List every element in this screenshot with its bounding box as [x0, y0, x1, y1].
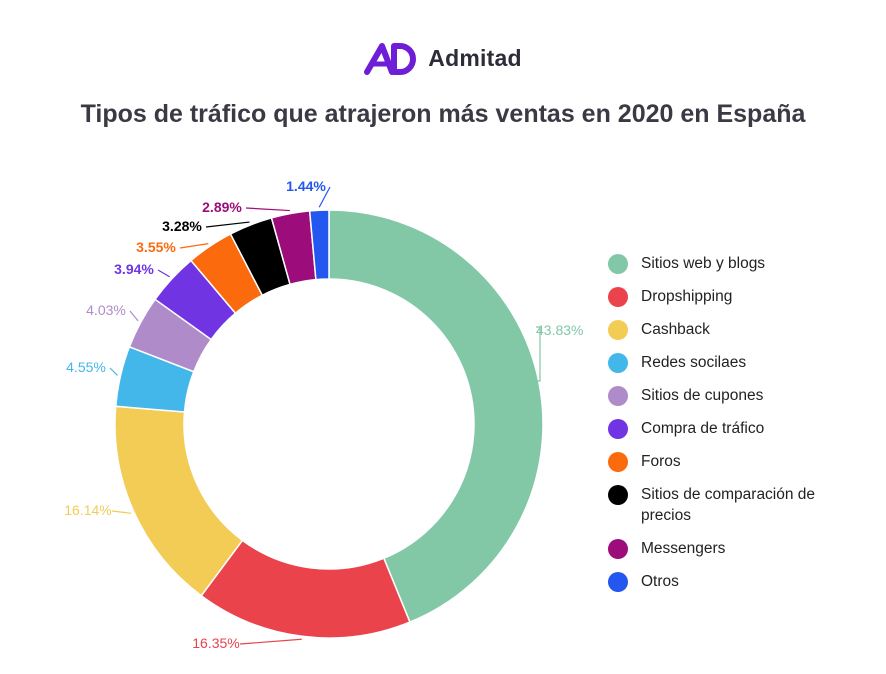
legend-label: Otros — [641, 573, 679, 590]
legend-label: Foros — [641, 453, 681, 470]
legend-item: Foros — [608, 451, 878, 472]
legend-item: Otros — [608, 571, 878, 592]
legend-item: Dropshipping — [608, 286, 878, 307]
leader-line — [111, 510, 132, 514]
legend-swatch — [608, 539, 628, 559]
brand-header: Admitad — [0, 40, 886, 76]
leader-line — [109, 367, 118, 376]
leader-line — [129, 310, 139, 322]
leader-lines — [109, 186, 541, 645]
slice-value-label: 3.28% — [162, 218, 202, 234]
slice-value-label: 3.94% — [114, 261, 154, 277]
legend-swatch — [608, 485, 628, 505]
slice-value-label: 3.55% — [136, 239, 176, 255]
legend-swatch — [608, 452, 628, 472]
slice-value-label: 16.14% — [64, 502, 111, 518]
legend-swatch — [608, 287, 628, 307]
legend-label: Cashback — [641, 321, 710, 338]
legend-label: Redes socilaes — [641, 354, 747, 371]
legend-item: Sitios de cupones — [608, 385, 878, 406]
slice-value-label: 4.55% — [66, 359, 106, 375]
legend-label: Messengers — [641, 540, 726, 557]
legend-item: Messengers — [608, 538, 878, 559]
chart-legend: Sitios web y blogs Dropshipping Cashback Re… — [608, 253, 878, 604]
leader-line — [157, 269, 170, 278]
legend-item: Redes socilaes — [608, 352, 878, 373]
legend-item: Sitios de comparación de precios — [608, 484, 878, 526]
slice-value-label: 43.83% — [536, 322, 583, 338]
slice-value-label: 16.35% — [192, 635, 239, 651]
leader-line — [205, 221, 250, 228]
leader-line — [245, 207, 290, 212]
leader-line — [318, 186, 331, 208]
legend-swatch — [608, 353, 628, 373]
slice-value-label: 4.03% — [86, 302, 126, 318]
legend-label: Sitios de comparación de precios — [641, 486, 816, 524]
admitad-logo-icon — [364, 43, 417, 75]
slice-dropshipping — [200, 539, 411, 639]
legend-swatch — [608, 419, 628, 439]
legend-item: Sitios web y blogs — [608, 253, 878, 274]
legend-swatch — [608, 572, 628, 592]
legend-swatch — [608, 254, 628, 274]
legend-swatch — [608, 386, 628, 406]
slice-sitios-web-y-blogs — [328, 209, 544, 624]
slice-value-label: 1.44% — [286, 178, 326, 194]
legend-label: Dropshipping — [641, 288, 733, 305]
slice-value-label: 2.89% — [202, 199, 242, 215]
slices — [114, 209, 544, 639]
legend-label: Sitios web y blogs — [641, 255, 766, 272]
leader-line — [239, 638, 302, 645]
slice-cashback — [114, 405, 244, 597]
slice-otros — [308, 209, 330, 281]
leader-line — [536, 326, 541, 382]
brand-name: Admitad — [428, 44, 522, 71]
legend-item: Cashback — [608, 319, 878, 340]
slice-labels: 43.83% 16.35% 16.14% 4.55% 4.03% 3.94% 3.55% 3.… — [64, 178, 583, 651]
legend-label: Compra de tráfico — [641, 420, 765, 437]
legend-swatch — [608, 320, 628, 340]
legend-item: Compra de tráfico — [608, 418, 878, 439]
legend-label: Sitios de cupones — [641, 387, 764, 404]
chart-title: Tipos de tráfico que atrajeron más venta… — [80, 100, 806, 128]
leader-line — [179, 243, 209, 249]
